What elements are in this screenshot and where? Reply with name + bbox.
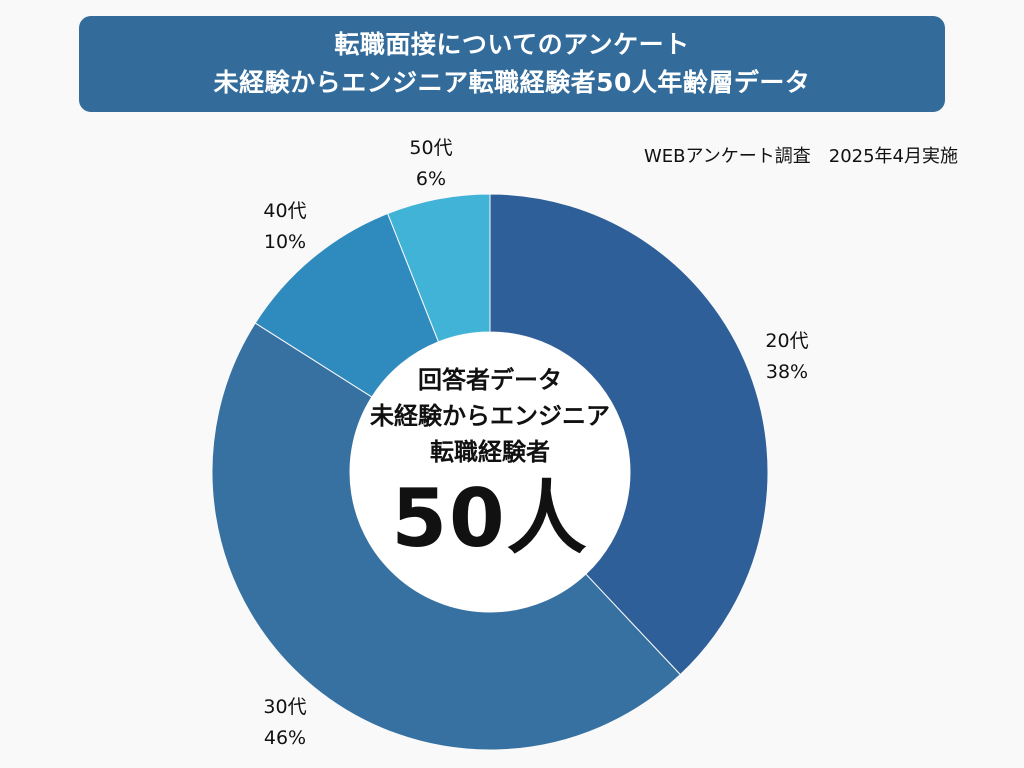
slice-value-30s: 46% [263, 727, 307, 749]
slice-value-50s: 6% [415, 168, 447, 190]
chart-title-line2: 未経験からエンジニア転職経験者50人年齢層データ [213, 68, 811, 97]
donut-center-text: 回答者データ 未経験からエンジニア 転職経験者 50人 [340, 362, 640, 564]
slice-label-20s: 20代 38% [747, 326, 827, 388]
slice-category-30s: 30代 [263, 696, 307, 718]
slice-category-40s: 40代 [263, 200, 307, 222]
slice-category-20s: 20代 [765, 330, 809, 352]
slice-value-20s: 38% [765, 361, 809, 383]
respondent-count: 50人 [391, 472, 589, 565]
title-banner: 転職面接についてのアンケート 未経験からエンジニア転職経験者50人年齢層データ [79, 16, 945, 112]
survey-note: WEBアンケート調査 2025年4月実施 [643, 146, 958, 167]
slice-label-40s: 40代 10% [245, 196, 325, 258]
center-line-1: 回答者データ [418, 366, 562, 394]
slice-label-30s: 30代 46% [245, 692, 325, 754]
chart-title-line1: 転職面接についてのアンケート [334, 30, 690, 59]
center-line-2: 未経験からエンジニア [370, 402, 610, 430]
donut-hole [350, 332, 630, 612]
slice-label-50s: 50代 6% [391, 133, 471, 195]
center-line-3: 転職経験者 [430, 438, 550, 466]
slice-category-50s: 50代 [409, 137, 453, 159]
slice-value-40s: 10% [263, 231, 307, 253]
